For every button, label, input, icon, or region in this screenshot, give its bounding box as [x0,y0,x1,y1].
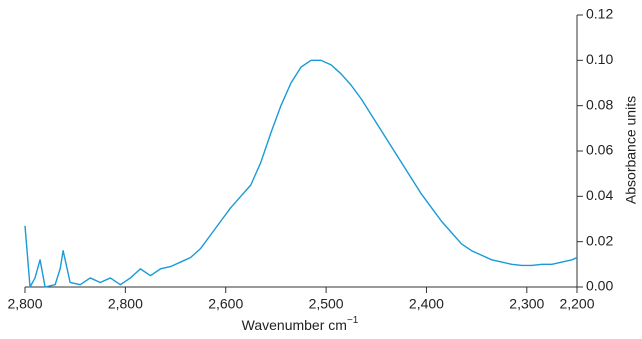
spectrum-line [24,59,578,288]
y-tick-label: 0.12 [586,6,613,22]
y-tick-label: 0.08 [586,96,613,112]
y-tick-label: 0.02 [586,232,613,248]
x-axis-label: Wavenumber cm [242,317,347,333]
x-tick-label: 2,800 [108,296,143,312]
y-tick-label: 0.06 [586,142,613,158]
y-tick-label: 0.00 [586,278,613,294]
x-tick-label: 2,400 [409,296,444,312]
x-tick-label: 2,300 [509,296,544,312]
x-axis-title: Wavenumber cm−1 [242,315,359,333]
y-tick-label: 0.04 [586,187,613,203]
y-tick-label: 0.10 [586,51,613,67]
x-tick-label: 2,600 [208,296,243,312]
x-tick-label: 2,800 [7,296,42,312]
y-axis-title: Absorbance units [623,96,639,204]
x-tick-label: 2,500 [309,296,344,312]
x-tick-label: 2,200 [559,296,594,312]
x-axis-label-sup: −1 [347,315,359,326]
